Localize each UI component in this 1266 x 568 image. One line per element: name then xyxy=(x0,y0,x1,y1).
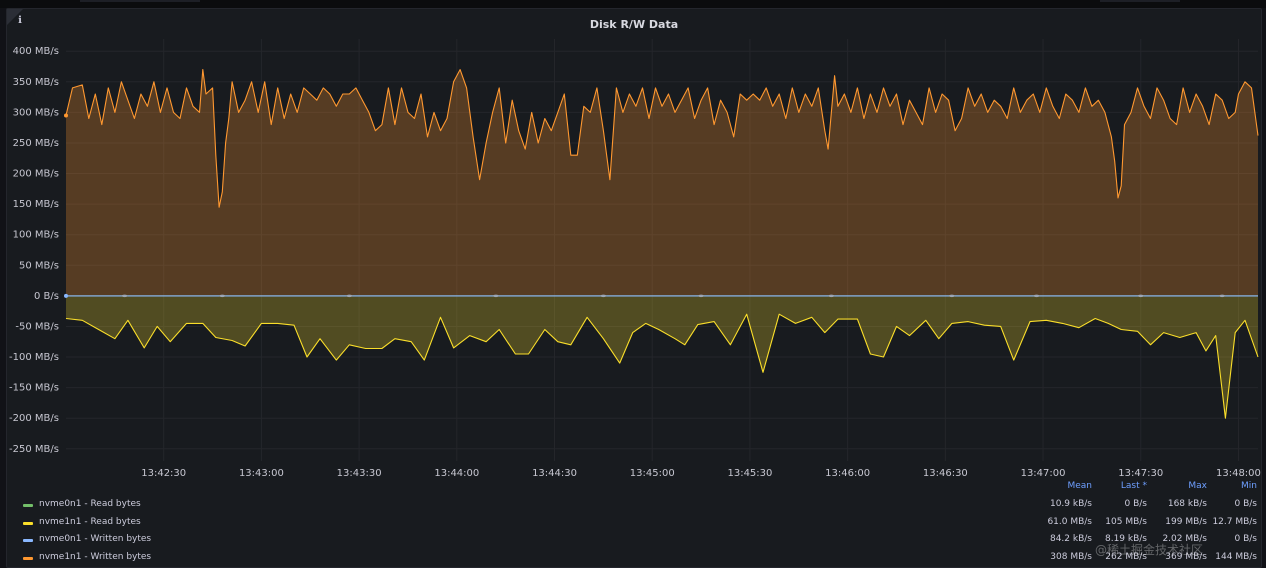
legend-header-min[interactable]: Min xyxy=(1241,481,1257,491)
zero-line-marker xyxy=(492,294,499,298)
x-tick-label: 13:47:00 xyxy=(1021,468,1066,479)
y-tick-label: -200 MB/s xyxy=(9,413,59,424)
legend-swatch xyxy=(23,504,33,507)
legend-header-last[interactable]: Last * xyxy=(1120,481,1147,491)
y-tick-label: 150 MB/s xyxy=(13,199,59,210)
legend-min: 12.7 MB/s xyxy=(1212,517,1257,527)
legend-max: 2.02 MB/s xyxy=(1162,534,1207,544)
x-tick-label: 13:44:00 xyxy=(434,468,479,479)
y-tick-label: -100 MB/s xyxy=(9,352,59,363)
series-line xyxy=(65,69,1259,208)
watermark: @稀土掘金技术社区 xyxy=(1095,543,1204,557)
y-tick-label: 200 MB/s xyxy=(13,169,59,180)
legend-max: 369 MB/s xyxy=(1165,552,1207,562)
y-tick-label: -50 MB/s xyxy=(15,321,59,332)
legend-min: 0 B/s xyxy=(1234,534,1257,544)
x-tick-label: 13:45:30 xyxy=(727,468,772,479)
legend-last: 105 MB/s xyxy=(1105,517,1147,527)
y-tick-label: 100 MB/s xyxy=(13,230,59,241)
legend-row[interactable]: nvme1n1 - Read bytes 61.0 MB/s 105 MB/s … xyxy=(7,514,1261,531)
legend-row[interactable]: nvme1n1 - Written bytes 308 MB/s 262 MB/… xyxy=(7,549,1261,566)
legend-series-name[interactable]: nvme1n1 - Read bytes xyxy=(39,517,141,527)
y-tick-label: 300 MB/s xyxy=(13,107,59,118)
y-tick-label: -150 MB/s xyxy=(9,383,59,394)
disk-rw-panel: ℹ Disk R/W Data 400 MB/s 350 MB/s 300 MB/s… xyxy=(6,8,1262,568)
legend-mean: 61.0 MB/s xyxy=(1047,517,1092,527)
legend-min: 144 MB/s xyxy=(1215,552,1257,562)
zero-line-marker xyxy=(698,294,705,298)
legend-mean: 84.2 kB/s xyxy=(1049,534,1092,544)
series-start-dot xyxy=(64,293,68,298)
disk-rw-chart[interactable]: 400 MB/s 350 MB/s 300 MB/s 250 MB/s 200 MB/s… xyxy=(7,9,1261,489)
legend-last: 0 B/s xyxy=(1124,499,1147,509)
legend-swatch xyxy=(23,557,33,560)
legend-max: 199 MB/s xyxy=(1165,517,1207,527)
panel-corner xyxy=(7,9,23,25)
x-tick-label: 13:44:30 xyxy=(532,468,577,479)
top-strip-segment xyxy=(80,0,200,2)
zero-line-marker xyxy=(1033,294,1040,298)
zero-line-marker xyxy=(121,294,128,298)
x-tick-label: 13:42:30 xyxy=(141,468,186,479)
y-tick-label: 400 MB/s xyxy=(13,46,59,57)
x-tick-label: 13:46:00 xyxy=(825,468,870,479)
y-tick-label: 50 MB/s xyxy=(19,260,59,271)
legend-row[interactable]: nvme0n1 - Written bytes 84.2 kB/s 8.19 k… xyxy=(7,531,1261,548)
legend-mean: 308 MB/s xyxy=(1050,552,1092,562)
legend-header-mean[interactable]: Mean xyxy=(1067,481,1092,491)
y-tick-label: 0 B/s xyxy=(34,291,59,302)
legend-header-max[interactable]: Max xyxy=(1188,481,1207,491)
zero-line-marker xyxy=(1137,294,1144,298)
info-icon[interactable]: ℹ xyxy=(18,15,22,26)
x-tick-label: 13:47:30 xyxy=(1118,468,1163,479)
zero-line-marker xyxy=(948,294,955,298)
series-start-dot xyxy=(64,113,68,118)
legend-series-name[interactable]: nvme1n1 - Written bytes xyxy=(39,552,152,562)
legend-swatch xyxy=(23,539,33,542)
dashboard-top-strip xyxy=(0,0,1266,8)
y-tick-label: 350 MB/s xyxy=(13,77,59,88)
x-tick-label: 13:43:00 xyxy=(239,468,284,479)
x-tick-label: 13:48:00 xyxy=(1216,468,1261,479)
legend-max: 168 kB/s xyxy=(1167,499,1207,509)
legend-swatch xyxy=(23,522,33,525)
y-tick-label: -250 MB/s xyxy=(9,444,59,455)
series-area xyxy=(66,69,1258,296)
y-tick-label: 250 MB/s xyxy=(13,138,59,149)
x-tick-label: 13:43:30 xyxy=(337,468,382,479)
series-area xyxy=(66,295,1258,419)
legend-row[interactable]: nvme0n1 - Read bytes 10.9 kB/s 0 B/s 168… xyxy=(7,496,1261,513)
series-line xyxy=(65,313,1259,419)
legend-last: 8.19 kB/s xyxy=(1104,534,1147,544)
x-tick-label: 13:46:30 xyxy=(923,468,968,479)
zero-line-marker xyxy=(828,294,835,298)
top-strip-segment xyxy=(1100,0,1180,2)
legend-last: 262 MB/s xyxy=(1105,552,1147,562)
x-tick-label: 13:45:00 xyxy=(630,468,675,479)
legend-mean: 10.9 kB/s xyxy=(1049,499,1092,509)
zero-line-marker xyxy=(346,294,353,298)
legend-min: 0 B/s xyxy=(1234,499,1257,509)
zero-line-marker xyxy=(1219,294,1226,298)
legend-series-name[interactable]: nvme0n1 - Written bytes xyxy=(39,534,152,544)
zero-line-marker xyxy=(600,294,607,298)
panel-title: Disk R/W Data xyxy=(589,18,679,31)
zero-line-marker xyxy=(219,294,226,298)
legend-series-name[interactable]: nvme0n1 - Read bytes xyxy=(39,499,141,509)
